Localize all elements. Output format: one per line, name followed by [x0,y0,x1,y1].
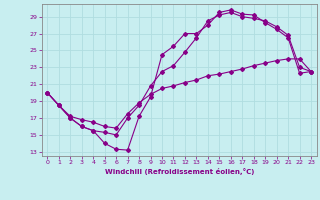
X-axis label: Windchill (Refroidissement éolien,°C): Windchill (Refroidissement éolien,°C) [105,168,254,175]
